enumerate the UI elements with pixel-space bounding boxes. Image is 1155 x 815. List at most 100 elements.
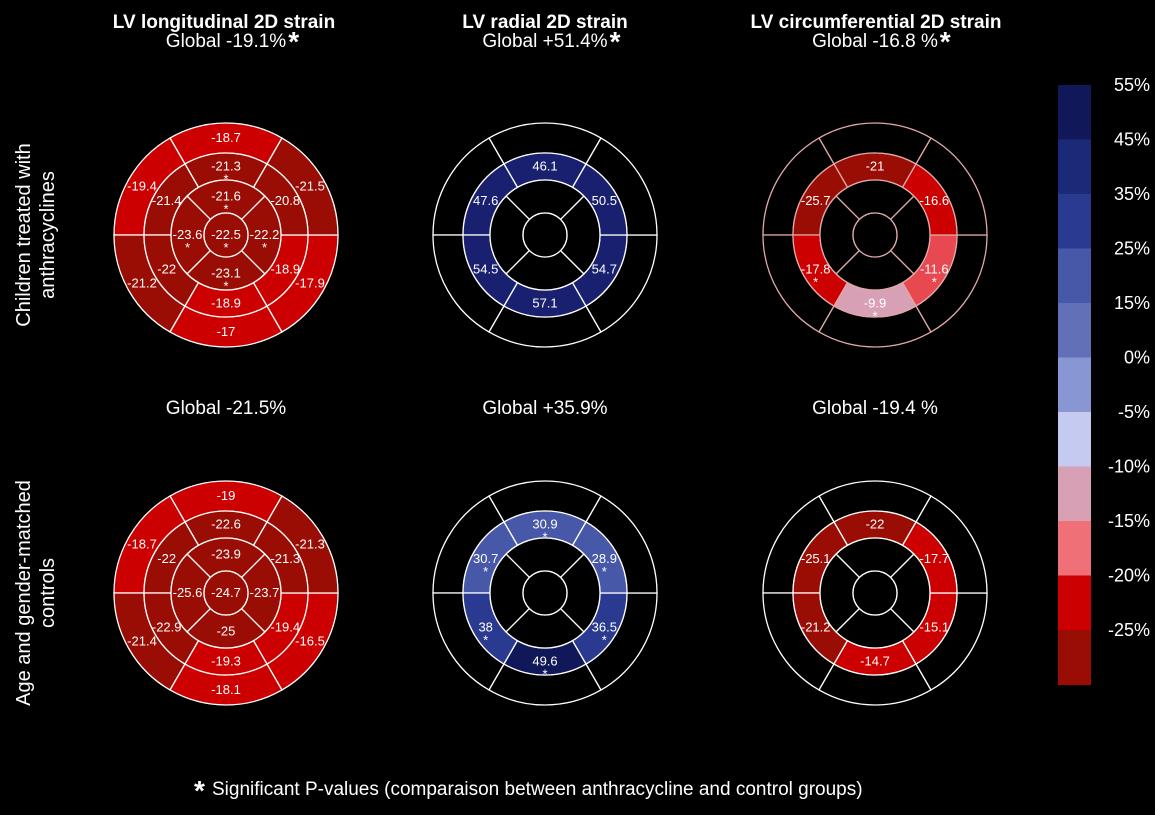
label-segment-mid-0-r0c2: -21: [866, 159, 885, 174]
label-segment-mid-3-r0c1: 57.1: [532, 296, 557, 311]
star-segment-mid-4-r1c1: *: [602, 632, 607, 647]
bullseye-r0-c0: -18.7-19.4-21.2-17-17.9-21.5-21.3*-21.4-…: [113, 122, 339, 348]
colorbar-cell-2: [1058, 194, 1091, 250]
row-label-anthracyclines-line2: anthracyclines: [37, 171, 59, 299]
label-segment-basal-1-r1c0: -18.7: [127, 537, 157, 552]
footnote-text: Significant P-values (comparaison betwee…: [212, 779, 863, 800]
label-segment-mid-5-r1c1: 28.9: [592, 551, 617, 566]
label-segment-mid-2-r0c1: 54.5: [473, 261, 498, 276]
colorbar-cell-9: [1058, 575, 1091, 631]
global-label-r1c0: Global -21.5%: [166, 398, 287, 419]
segment-apex-0-r1c0: [203, 570, 249, 616]
bullseye-r1-c2: -22 -25.1 -21.2 -14.7 -15.1 -17.7: [762, 480, 988, 706]
star-segment-apical-1-r0c0: *: [185, 240, 190, 255]
label-segment-basal-2-r1c0: -21.4: [127, 634, 157, 649]
row-label-controls-line2: controls: [37, 558, 59, 628]
colorbar-tick-4: 15%: [1114, 293, 1150, 313]
global-label-r0c2: Global -16.8 %: [812, 31, 938, 52]
star-segment-mid-2-r0c2: *: [813, 274, 818, 289]
global-label-r1c1: Global +35.9%: [482, 398, 607, 419]
label-segment-mid-4-r0c1: 54.7: [592, 261, 617, 276]
colorbar-tick-5: 0%: [1124, 348, 1150, 368]
star-segment-mid-3-r1c1: *: [542, 667, 547, 682]
label-segment-basal-5-r1c0: -21.3: [295, 537, 325, 552]
label-segment-mid-1-r0c2: -25.7: [801, 193, 831, 208]
label-segment-mid-2-r0c0: -22: [157, 261, 176, 276]
label-segment-apical-0-r0c0: -21.6: [211, 189, 241, 204]
label-segment-mid-4-r1c2: -15.1: [919, 619, 949, 634]
segment-apex-0-r1c2: [852, 570, 898, 616]
label-segment-mid-0-r1c2: -22: [866, 517, 885, 532]
label-segment-basal-0-r0c0: -18.7: [211, 130, 241, 145]
global-star-icon-r0c0: *: [288, 26, 299, 57]
colorbar-cell-8: [1058, 521, 1091, 577]
label-segment-mid-3-r0c0: -18.9: [211, 296, 241, 311]
label-segment-mid-5-r0c2: -16.6: [919, 193, 949, 208]
colorbar-cell-10: [1058, 630, 1091, 686]
global-star-icon-r0c2: *: [940, 26, 951, 57]
label-segment-mid-2-r1c2: -21.2: [801, 619, 831, 634]
label-segment-mid-3-r1c0: -19.3: [211, 654, 241, 669]
colorbar-tick-8: -15%: [1108, 511, 1150, 531]
colorbar-tick-7: -10%: [1108, 457, 1150, 477]
colorbar-tick-2: 35%: [1114, 184, 1150, 204]
colorbar-tick-9: -20%: [1108, 566, 1150, 586]
global-label-r0c1: Global +51.4%: [482, 31, 607, 52]
row-label-anthracyclines: Children treated with anthracyclines: [13, 143, 59, 326]
bullseye-r0-c1: 46.1 47.6 54.5 57.1 54.7 50.5: [432, 122, 658, 348]
label-segment-mid-2-r1c1: 38: [478, 619, 492, 634]
segment-apex-0-r1c1: [522, 570, 568, 616]
colorbar-tick-3: 25%: [1114, 239, 1150, 259]
colorbar-cell-7: [1058, 466, 1091, 522]
colorbar-cell-5: [1058, 357, 1091, 413]
global-label-r1c2: Global -19.4 %: [812, 398, 938, 419]
star-segment-apical-3-r0c0: *: [262, 240, 267, 255]
colorbar-tick-10: -25%: [1108, 620, 1150, 640]
star-segment-mid-0-r1c1: *: [542, 530, 547, 545]
label-segment-mid-3-r1c1: 49.6: [532, 654, 557, 669]
colorbar-tick-0: 55%: [1114, 75, 1150, 95]
segment-apex-0-r0c2: [852, 212, 898, 258]
label-segment-apical-1-r0c0: -23.6: [173, 227, 203, 242]
label-segment-apical-3-r1c0: -23.7: [250, 585, 280, 600]
label-segment-basal-3-r1c0: -18.1: [211, 682, 241, 697]
colorbar-cell-3: [1058, 248, 1091, 304]
label-segment-mid-5-r0c1: 50.5: [592, 193, 617, 208]
label-segment-mid-2-r0c2: -17.8: [801, 261, 831, 276]
label-segment-basal-4-r0c0: -17.9: [295, 276, 325, 291]
star-segment-apical-0-r0c0: *: [223, 202, 228, 217]
star-segment-mid-0-r0c0: *: [223, 172, 228, 187]
colorbar-cell-1: [1058, 139, 1091, 195]
label-segment-mid-4-r0c0: -18.9: [270, 261, 300, 276]
star-segment-mid-1-r1c1: *: [483, 564, 488, 579]
colorbar-tick-6: -5%: [1118, 402, 1150, 422]
label-segment-basal-2-r0c0: -21.2: [127, 276, 157, 291]
label-segment-mid-5-r1c2: -17.7: [919, 551, 949, 566]
label-segment-apical-2-r1c0: -25: [217, 624, 236, 639]
label-segment-mid-4-r0c2: -11.6: [920, 261, 949, 276]
label-segment-apex-0-r0c0: -22.5: [211, 227, 241, 242]
label-segment-basal-1-r0c0: -19.4: [127, 179, 157, 194]
label-segment-apical-0-r1c0: -23.9: [211, 547, 241, 562]
label-segment-mid-5-r0c0: -20.8: [270, 193, 300, 208]
bullseye-r0-c2: -21-25.7-17.8*-9.9*-11.6*-16.6: [762, 122, 988, 348]
title-circumferential: LV circumferential 2D strain: [751, 12, 1002, 33]
label-segment-apical-3-r0c0: -22.2: [250, 227, 280, 242]
label-segment-mid-1-r0c0: -21.4: [152, 193, 182, 208]
label-segment-mid-0-r0c0: -21.3: [211, 159, 241, 174]
colorbar-cell-0: [1058, 85, 1091, 141]
colorbar: 55% 45% 35% 25% 15% 0% -5% -10% -15% -20% -25%: [1058, 75, 1150, 686]
label-segment-basal-4-r1c0: -16.5: [295, 634, 325, 649]
star-segment-mid-2-r1c1: *: [483, 632, 488, 647]
title-longitudinal: LV longitudinal 2D strain: [113, 12, 335, 33]
global-star-icon-r0c1: *: [610, 26, 621, 57]
row-label-anthracyclines-line1: Children treated with: [13, 143, 35, 326]
bullseye-plots: -18.7-19.4-21.2-17-17.9-21.5-21.3*-21.4-…: [113, 26, 988, 706]
bullseye-r1-c0: -19 -18.7 -21.4 -18.1 -16.5 -21.3 -22.6 -22 -22.…: [113, 480, 339, 706]
star-segment-apical-2-r0c0: *: [223, 279, 228, 294]
label-segment-mid-0-r1c1: 30.9: [532, 517, 557, 532]
colorbar-tick-1: 45%: [1114, 130, 1150, 150]
bullseye-r1-c1: 30.9*30.7*38*49.6*36.5*28.9*: [432, 480, 658, 706]
label-segment-mid-1-r1c1: 30.7: [473, 551, 498, 566]
